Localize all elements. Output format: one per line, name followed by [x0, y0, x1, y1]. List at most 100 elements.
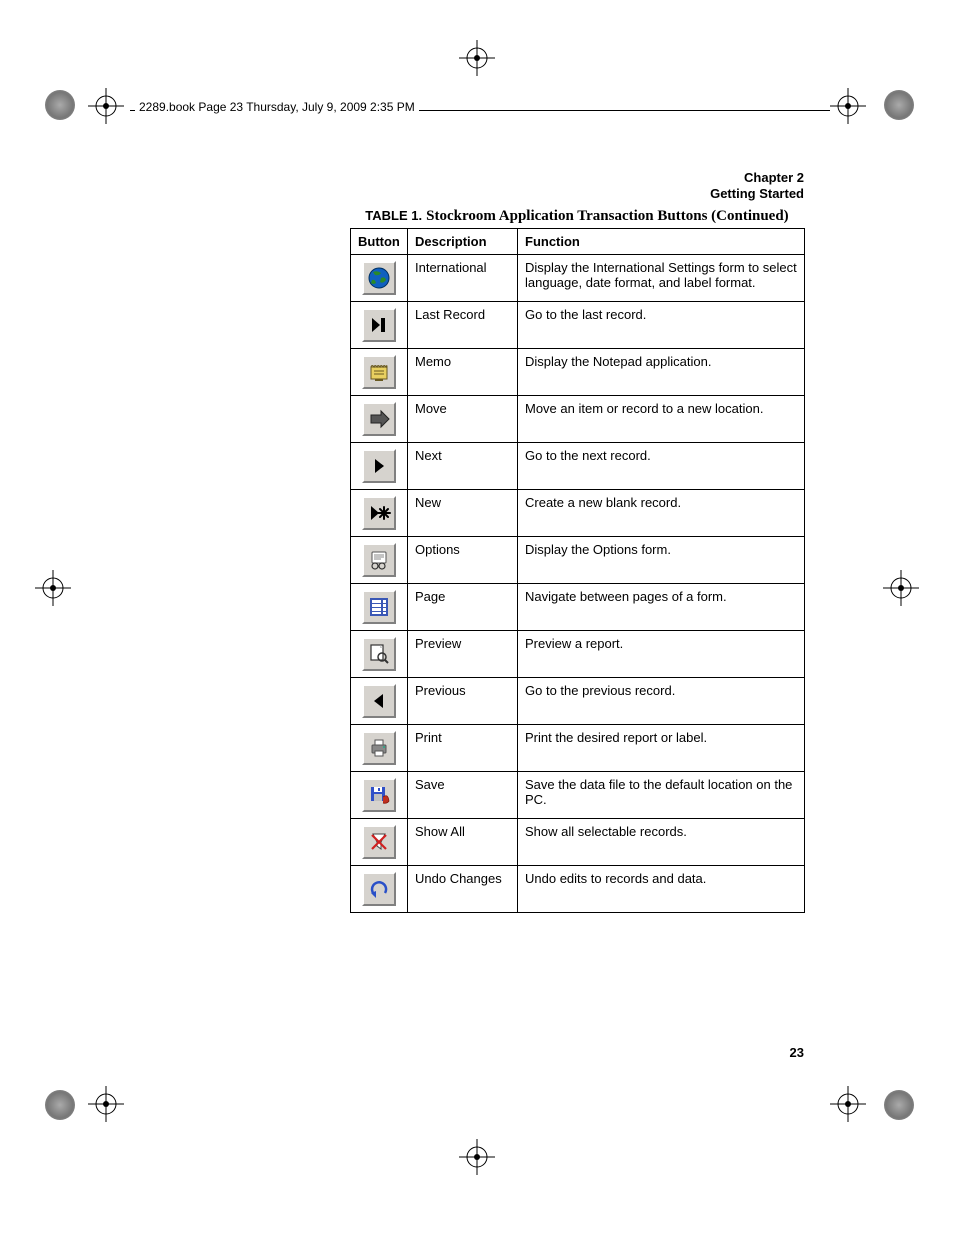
button-cell — [351, 631, 408, 678]
description-cell: Move — [408, 396, 518, 443]
button-cell — [351, 255, 408, 302]
button-cell — [351, 584, 408, 631]
function-cell: Create a new blank record. — [518, 490, 805, 537]
button-cell — [351, 490, 408, 537]
save-icon — [367, 783, 391, 807]
page-number: 23 — [790, 1045, 804, 1060]
function-cell: Go to the previous record. — [518, 678, 805, 725]
crop-mark — [35, 570, 71, 606]
function-cell: Save the data file to the default locati… — [518, 772, 805, 819]
description-cell: Preview — [408, 631, 518, 678]
description-cell: International — [408, 255, 518, 302]
description-cell: Previous — [408, 678, 518, 725]
memo-icon — [367, 360, 391, 384]
buttons-table: Button Description Function Internationa… — [350, 228, 805, 913]
description-cell: Memo — [408, 349, 518, 396]
function-cell: Undo edits to records and data. — [518, 866, 805, 913]
table-row: SaveSave the data file to the default lo… — [351, 772, 805, 819]
next-icon — [367, 454, 391, 478]
table-row: MemoDisplay the Notepad application. — [351, 349, 805, 396]
preview-icon — [367, 642, 391, 666]
chapter-header: Chapter 2 Getting Started — [710, 170, 804, 203]
table-row: Last RecordGo to the last record. — [351, 302, 805, 349]
description-cell: Options — [408, 537, 518, 584]
running-head: 2289.book Page 23 Thursday, July 9, 2009… — [135, 100, 419, 114]
undo-button[interactable] — [362, 872, 396, 906]
preview-button[interactable] — [362, 637, 396, 671]
memo-button[interactable] — [362, 355, 396, 389]
page: 2289.book Page 23 Thursday, July 9, 2009… — [0, 0, 954, 1235]
chapter-title: Getting Started — [710, 186, 804, 202]
function-cell: Move an item or record to a new location… — [518, 396, 805, 443]
crop-mark — [88, 1086, 124, 1122]
function-cell: Preview a report. — [518, 631, 805, 678]
function-cell: Display the Options form. — [518, 537, 805, 584]
move-button[interactable] — [362, 402, 396, 436]
print-button[interactable] — [362, 731, 396, 765]
page-button[interactable] — [362, 590, 396, 624]
next-button[interactable] — [362, 449, 396, 483]
registration-corner — [45, 90, 75, 120]
function-cell: Go to the last record. — [518, 302, 805, 349]
col-header-description: Description — [408, 229, 518, 255]
button-cell — [351, 443, 408, 490]
button-cell — [351, 725, 408, 772]
options-icon — [367, 548, 391, 572]
description-cell: Save — [408, 772, 518, 819]
table-row: Undo ChangesUndo edits to records and da… — [351, 866, 805, 913]
options-button[interactable] — [362, 543, 396, 577]
table-row: InternationalDisplay the International S… — [351, 255, 805, 302]
save-button[interactable] — [362, 778, 396, 812]
description-cell: Undo Changes — [408, 866, 518, 913]
description-cell: Show All — [408, 819, 518, 866]
function-cell: Display the International Settings form … — [518, 255, 805, 302]
international-icon — [367, 266, 391, 290]
button-cell — [351, 819, 408, 866]
description-cell: Print — [408, 725, 518, 772]
show-all-button[interactable] — [362, 825, 396, 859]
table-caption: TABLE 1. Stockroom Application Transacti… — [350, 207, 804, 225]
col-header-button: Button — [351, 229, 408, 255]
table-row: OptionsDisplay the Options form. — [351, 537, 805, 584]
function-cell: Go to the next record. — [518, 443, 805, 490]
crop-mark — [459, 1139, 495, 1175]
previous-icon — [367, 689, 391, 713]
button-cell — [351, 772, 408, 819]
move-icon — [367, 407, 391, 431]
previous-button[interactable] — [362, 684, 396, 718]
table-row: PreviousGo to the previous record. — [351, 678, 805, 725]
function-cell: Show all selectable records. — [518, 819, 805, 866]
show-all-icon — [367, 830, 391, 854]
crop-mark — [830, 1086, 866, 1122]
registration-corner — [884, 1090, 914, 1120]
print-icon — [367, 736, 391, 760]
registration-corner — [45, 1090, 75, 1120]
last-record-icon — [367, 313, 391, 337]
undo-icon — [367, 877, 391, 901]
crop-mark — [88, 88, 124, 124]
button-cell — [351, 866, 408, 913]
table-row: PreviewPreview a report. — [351, 631, 805, 678]
table-header-row: Button Description Function — [351, 229, 805, 255]
table-row: PrintPrint the desired report or label. — [351, 725, 805, 772]
button-cell — [351, 396, 408, 443]
table-row: PageNavigate between pages of a form. — [351, 584, 805, 631]
page-icon — [367, 595, 391, 619]
button-cell — [351, 678, 408, 725]
button-cell — [351, 349, 408, 396]
crop-mark — [459, 40, 495, 76]
description-cell: Last Record — [408, 302, 518, 349]
button-cell — [351, 537, 408, 584]
last-record-button[interactable] — [362, 308, 396, 342]
international-button[interactable] — [362, 261, 396, 295]
function-cell: Navigate between pages of a form. — [518, 584, 805, 631]
table-caption-label: TABLE 1. — [365, 208, 422, 223]
button-cell — [351, 302, 408, 349]
table-row: NewCreate a new blank record. — [351, 490, 805, 537]
registration-corner — [884, 90, 914, 120]
description-cell: Next — [408, 443, 518, 490]
function-cell: Print the desired report or label. — [518, 725, 805, 772]
description-cell: Page — [408, 584, 518, 631]
new-button[interactable] — [362, 496, 396, 530]
crop-mark — [830, 88, 866, 124]
